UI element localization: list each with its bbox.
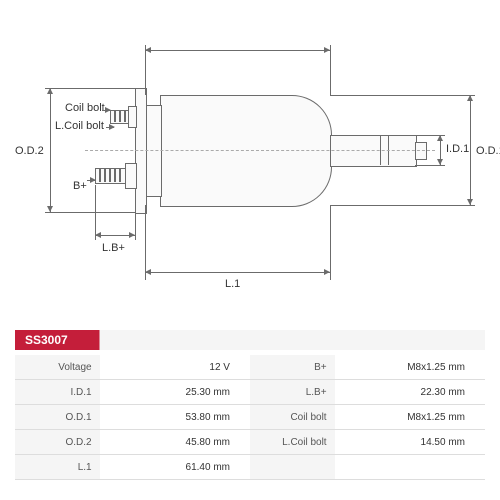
label-od1: O.D.1 — [476, 145, 500, 157]
spec-value: M8x1.25 mm — [335, 405, 485, 430]
spec-label: Voltage — [15, 355, 100, 380]
table-row: I.D.125.30 mmL.B+22.30 mm — [15, 380, 485, 405]
spec-label: L.Coil bolt — [250, 430, 335, 455]
spec-value: 25.30 mm — [100, 380, 250, 405]
spec-label: I.D.1 — [15, 380, 100, 405]
plunger-shaft — [330, 135, 417, 167]
part-number: SS3007 — [15, 333, 68, 347]
spec-table: Voltage12 VB+M8x1.25 mmI.D.125.30 mmL.B+… — [15, 355, 485, 480]
label-coil-bolt: Coil bolt — [65, 102, 105, 114]
spec-label: L.B+ — [250, 380, 335, 405]
spec-value: 53.80 mm — [100, 405, 250, 430]
spec-label: O.D.1 — [15, 405, 100, 430]
spec-label: O.D.2 — [15, 430, 100, 455]
spec-value — [335, 455, 485, 480]
spec-value: 61.40 mm — [100, 455, 250, 480]
part-number-bar: SS3007 — [15, 330, 485, 350]
table-row: Voltage12 VB+M8x1.25 mm — [15, 355, 485, 380]
label-od2: O.D.2 — [15, 145, 44, 157]
front-collar — [145, 105, 162, 197]
spec-label: L.1 — [15, 455, 100, 480]
label-l1: L.1 — [225, 278, 240, 290]
label-b-plus: B+ — [73, 180, 87, 192]
spec-label: Coil bolt — [250, 405, 335, 430]
technical-diagram: O.D.2 O.D.1 I.D.1 L.1 L.B+ Coil bolt L.C… — [10, 10, 490, 320]
spec-label — [250, 455, 335, 480]
solenoid-body — [160, 95, 332, 207]
label-lb-plus: L.B+ — [102, 242, 125, 254]
coil-bolt-nut — [128, 106, 137, 128]
label-l-coil-bolt: L.Coil bolt — [55, 120, 104, 132]
label-id1: I.D.1 — [446, 143, 469, 155]
table-row: O.D.153.80 mmCoil boltM8x1.25 mm — [15, 405, 485, 430]
spec-value: M8x1.25 mm — [335, 355, 485, 380]
spec-value: 12 V — [100, 355, 250, 380]
table-row: L.161.40 mm — [15, 455, 485, 480]
spec-value: 45.80 mm — [100, 430, 250, 455]
shaft-tip — [415, 142, 427, 160]
b-plus-nut — [125, 163, 137, 189]
spec-value: 14.50 mm — [335, 430, 485, 455]
table-row: O.D.245.80 mmL.Coil bolt14.50 mm — [15, 430, 485, 455]
spec-value: 22.30 mm — [335, 380, 485, 405]
spec-label: B+ — [250, 355, 335, 380]
